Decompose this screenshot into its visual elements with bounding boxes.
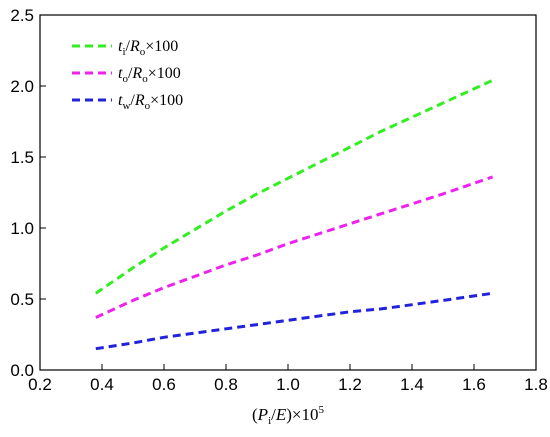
legend-label-part: o: [140, 46, 146, 58]
axis-ticks: 0.2 0.4 0.6 0.8 1.0 1.2 1.4 1.6 1.8 0.0 0.5 1.0 1.5 2…: [10, 6, 547, 394]
series-line-to: [95, 175, 494, 319]
legend-label-part: ×100: [148, 65, 181, 82]
x-tick-label: 1.8: [524, 375, 548, 394]
legend-label-part: t: [118, 92, 123, 109]
x-tick-label: 0.4: [90, 375, 114, 394]
y-tick-label: 0.5: [10, 290, 34, 309]
plot-frame: [39, 14, 537, 371]
legend-label-part: R: [129, 38, 140, 55]
y-tick-label: 1.5: [10, 148, 34, 167]
series-line-ti: [94, 78, 494, 295]
legend-label-part: t: [118, 65, 123, 82]
legend-label-part: /: [130, 92, 135, 109]
legend-label-part: i: [122, 46, 125, 58]
x-tick-label: 1.2: [338, 375, 362, 394]
legend-label: tw/Ro×100: [118, 92, 183, 112]
legend-label-part: ×100: [150, 92, 183, 109]
x-axis-title-slash: /: [271, 405, 276, 424]
x-axis-title: (Pi/E)×105: [252, 404, 325, 427]
legend-label-part: ×100: [145, 38, 178, 55]
x-tick-label: 1.4: [400, 375, 424, 394]
legend-label-part: o: [122, 73, 128, 85]
x-tick-label: 0.2: [28, 375, 52, 394]
x-axis-title-var2: E: [275, 405, 287, 424]
legend-label: ti/Ro×100: [118, 38, 178, 58]
x-tick-label: 0.8: [214, 375, 238, 394]
x-axis-title-close: )×10: [286, 405, 318, 424]
x-axis-title-sup: 5: [319, 404, 325, 416]
legend-label: to/Ro×100: [118, 65, 181, 85]
legend-label-part: R: [131, 65, 142, 82]
legend-label-part: o: [145, 100, 151, 112]
legend-label-part: w: [122, 100, 130, 112]
legend-label-part: t: [118, 38, 123, 55]
x-axis-title-var: P: [257, 405, 268, 424]
series-line-tw: [95, 291, 493, 351]
legend-label-part: R: [134, 92, 145, 109]
legend-label-part: /: [128, 65, 133, 82]
x-axis-title-sub: i: [268, 415, 271, 427]
y-tick-label: 1.0: [10, 219, 34, 238]
legend-label-part: o: [142, 73, 148, 85]
x-tick-label: 0.6: [152, 375, 176, 394]
y-tick-label: 2.5: [10, 6, 34, 25]
y-tick-label: 0.0: [10, 361, 34, 380]
y-tick-label: 2.0: [10, 77, 34, 96]
x-axis-title-open: (: [252, 405, 258, 424]
x-tick-label: 1.6: [462, 375, 486, 394]
legend-label-part: /: [126, 38, 131, 55]
x-tick-label: 1.0: [276, 375, 300, 394]
series-lines: [94, 78, 494, 351]
